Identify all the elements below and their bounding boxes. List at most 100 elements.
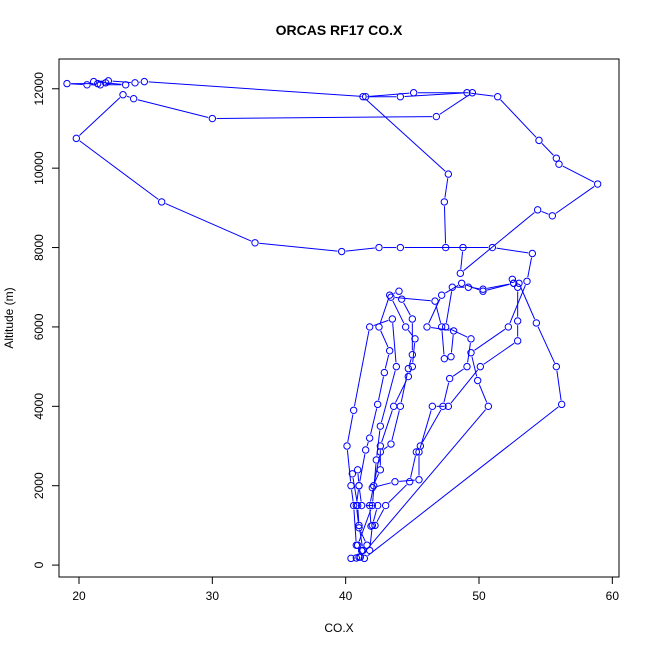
- data-point: [464, 283, 473, 291]
- plot-area: [63, 77, 602, 563]
- series-line-segment: [370, 489, 374, 502]
- data-point: [381, 501, 390, 510]
- series-line-segment: [541, 143, 554, 156]
- series-line-segment: [443, 382, 450, 403]
- series-line-segment: [395, 297, 431, 302]
- data-point: [343, 442, 351, 450]
- series-line-segment: [391, 410, 400, 441]
- data-point: [456, 269, 465, 278]
- series-line-segment: [467, 342, 471, 363]
- series-line-segment: [347, 414, 354, 442]
- series-line-segment: [483, 342, 515, 365]
- series-line-segment: [395, 380, 407, 403]
- data-point: [380, 368, 389, 377]
- data-point: [513, 283, 522, 291]
- series-line-segment: [148, 81, 362, 97]
- data-point: [347, 554, 355, 563]
- series-line-segment: [352, 477, 358, 502]
- series-line-segment: [345, 247, 375, 252]
- series-line-segment: [259, 242, 338, 252]
- x-tick-label: 30: [206, 589, 220, 603]
- series-line-segment: [351, 489, 354, 502]
- data-point: [488, 243, 497, 252]
- data-point: [356, 553, 365, 561]
- series-line-segment: [380, 330, 389, 348]
- data-point: [449, 327, 458, 335]
- data-point: [467, 349, 475, 357]
- data-point: [367, 522, 375, 530]
- data-point: [463, 89, 471, 97]
- data-point: [415, 448, 423, 456]
- data-point: [353, 501, 362, 510]
- data-point: [121, 81, 130, 89]
- series-line-segment: [378, 376, 384, 401]
- data-point: [508, 275, 517, 283]
- data-point: [63, 79, 71, 88]
- data-point: [468, 89, 477, 97]
- series-line-segment: [359, 454, 366, 482]
- series-line-segment: [353, 509, 357, 542]
- data-point: [337, 247, 346, 256]
- series-line-segment: [412, 342, 416, 363]
- data-point: [368, 483, 377, 492]
- data-point: [365, 546, 374, 555]
- data-point: [513, 337, 522, 345]
- data-point: [385, 291, 394, 299]
- series-line-segment: [509, 284, 526, 324]
- data-point: [129, 94, 138, 103]
- data-point: [457, 279, 466, 287]
- series-line-segment: [393, 292, 396, 294]
- data-point: [412, 448, 421, 456]
- series-line-segment: [365, 99, 446, 172]
- data-point: [532, 319, 541, 327]
- series-line-segment: [439, 94, 470, 115]
- y-tick-label: 12000: [32, 72, 46, 106]
- series-line-segment: [380, 370, 396, 423]
- data-point: [504, 323, 513, 331]
- series-line-segment: [362, 409, 486, 555]
- data-point: [441, 323, 450, 331]
- data-point: [528, 249, 537, 258]
- data-point: [523, 277, 531, 285]
- data-point: [515, 279, 523, 287]
- data-point: [437, 323, 446, 331]
- series-line-segment: [79, 97, 121, 136]
- series-line-segment: [474, 328, 506, 351]
- data-point: [513, 317, 522, 325]
- data-point: [387, 440, 395, 448]
- data-point: [355, 521, 363, 530]
- data-point: [484, 402, 493, 411]
- series-line-segment: [367, 406, 559, 557]
- data-point: [376, 442, 385, 450]
- data-point: [479, 285, 487, 293]
- data-point: [389, 402, 398, 411]
- series-line-segment: [126, 95, 130, 98]
- series-line-segment: [384, 354, 390, 369]
- data-point: [440, 354, 449, 363]
- data-point: [533, 206, 542, 214]
- data-point: [349, 406, 358, 414]
- data-point: [467, 335, 475, 343]
- data-point: [408, 362, 417, 371]
- series-line-segment: [478, 384, 488, 403]
- series-line-segment: [357, 509, 360, 522]
- data-point: [140, 77, 149, 86]
- data-point: [375, 243, 383, 252]
- y-tick-label: 0: [32, 561, 46, 568]
- series-line-segment: [353, 330, 370, 407]
- series-line-segment: [452, 368, 464, 377]
- y-axis-label: Altitude (m): [2, 287, 16, 348]
- series-line-segment: [165, 203, 252, 242]
- data-point: [251, 239, 259, 247]
- data-point: [72, 134, 81, 143]
- data-point: [411, 335, 419, 343]
- data-point: [444, 402, 453, 411]
- series-line-segment: [527, 257, 533, 278]
- series-line-segment: [137, 99, 209, 118]
- series-line-segment: [376, 509, 385, 522]
- series-line-segment: [449, 328, 468, 338]
- series-line-segment: [541, 210, 549, 215]
- series-line-segment: [372, 509, 378, 522]
- series-line-segment: [556, 370, 562, 401]
